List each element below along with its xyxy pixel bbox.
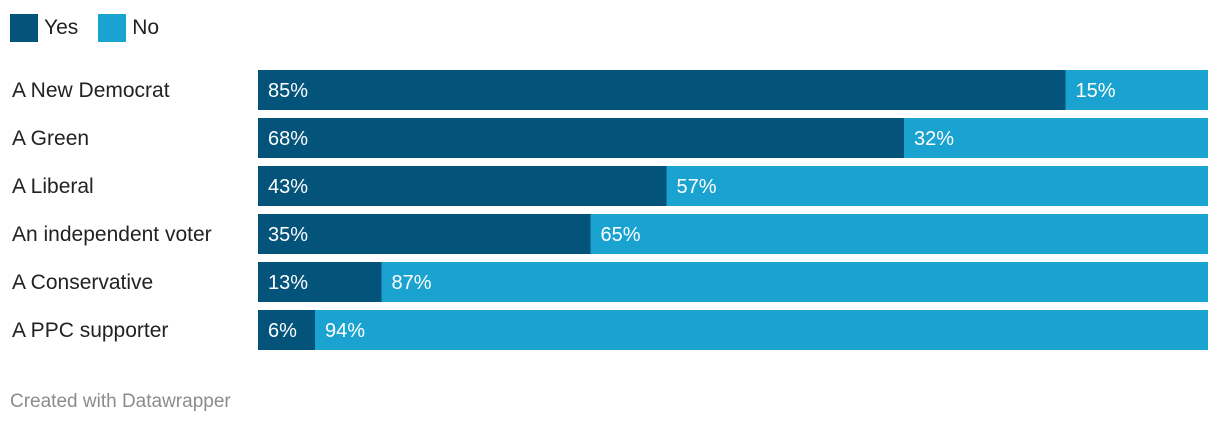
value-label-no-an-independent-voter: 65% xyxy=(601,224,641,246)
value-label-no-a-conservative: 87% xyxy=(392,272,432,294)
row-label-a-green: A Green xyxy=(12,127,89,150)
row-label-a-new-democrat: A New Democrat xyxy=(12,79,170,102)
bar-no-a-liberal xyxy=(666,166,1208,206)
bar-yes-a-new-democrat xyxy=(258,70,1066,110)
stacked-bar-chart: A New Democrat 85% 15% A Green 68% 32% A Liber… xyxy=(12,70,1208,350)
value-label-no-a-liberal: 57% xyxy=(677,176,717,198)
legend-label-no: No xyxy=(132,16,160,39)
bar-no-a-conservative xyxy=(381,262,1208,302)
row-label-an-independent-voter: An independent voter xyxy=(12,223,212,246)
legend-item-no: No xyxy=(98,14,159,42)
bar-no-a-ppc-supporter xyxy=(315,310,1208,350)
bar-yes-an-independent-voter xyxy=(258,214,591,254)
row-label-a-liberal: A Liberal xyxy=(12,175,94,198)
chart-legend: Yes No xyxy=(10,14,179,42)
legend-label-yes: Yes xyxy=(44,16,79,39)
value-label-yes-a-liberal: 43% xyxy=(268,176,308,198)
value-label-yes-a-green: 68% xyxy=(268,128,308,150)
bar-yes-a-liberal xyxy=(258,166,667,206)
value-label-yes-a-new-democrat: 85% xyxy=(268,80,308,102)
value-label-no-a-new-democrat: 15% xyxy=(1076,80,1116,102)
bar-no-an-independent-voter xyxy=(590,214,1208,254)
value-label-no-a-ppc-supporter: 94% xyxy=(325,320,365,342)
row-label-a-ppc-supporter: A PPC supporter xyxy=(12,319,168,342)
bar-no-a-green xyxy=(904,118,1208,158)
value-label-no-a-green: 32% xyxy=(914,128,954,150)
bar-yes-a-green xyxy=(258,118,904,158)
legend-item-yes: Yes xyxy=(10,14,78,42)
value-label-yes-an-independent-voter: 35% xyxy=(268,224,308,246)
legend-swatch-yes xyxy=(10,14,38,42)
value-label-yes-a-ppc-supporter: 6% xyxy=(268,320,297,342)
value-label-yes-a-conservative: 13% xyxy=(268,272,308,294)
row-label-a-conservative: A Conservative xyxy=(12,271,153,294)
bar-yes-a-conservative xyxy=(258,262,382,302)
bar-no-a-new-democrat xyxy=(1065,70,1208,110)
credit-text[interactable]: Created with Datawrapper xyxy=(10,391,231,412)
legend-swatch-no xyxy=(98,14,127,42)
bar-yes-a-ppc-supporter xyxy=(258,310,315,350)
